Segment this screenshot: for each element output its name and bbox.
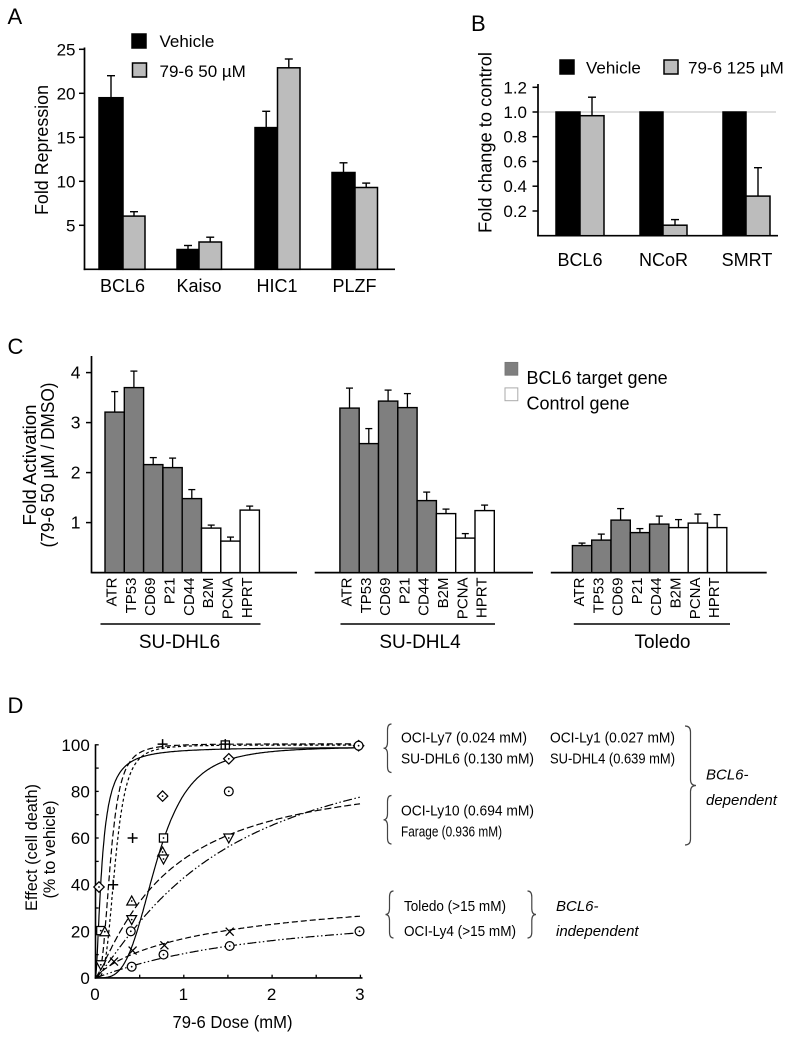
svg-text:4: 4 (71, 363, 81, 383)
svg-text:BCL6-: BCL6- (556, 898, 599, 915)
svg-text:Fold Activation: Fold Activation (20, 405, 40, 526)
svg-text:dependent: dependent (706, 792, 778, 809)
svg-text:B2M: B2M (668, 578, 685, 609)
svg-text:B2M: B2M (435, 578, 452, 609)
svg-text:40: 40 (71, 876, 90, 895)
svg-text:3: 3 (355, 985, 364, 1004)
svg-text:1: 1 (179, 985, 188, 1004)
svg-text:80: 80 (71, 782, 90, 801)
svg-text:0.6: 0.6 (503, 153, 527, 172)
svg-text:TP53: TP53 (358, 578, 375, 614)
svg-text:SU-DHL4 (0.639 mM): SU-DHL4 (0.639 mM) (550, 752, 675, 768)
svg-text:B: B (471, 11, 486, 36)
svg-text:TP53: TP53 (590, 578, 607, 614)
svg-text:Vehicle: Vehicle (160, 32, 215, 51)
svg-text:Toledo: Toledo (635, 632, 691, 653)
svg-text:OCI-Ly4 (>15 mM): OCI-Ly4 (>15 mM) (404, 924, 516, 940)
svg-text:C: C (8, 334, 24, 359)
svg-text:PCNA: PCNA (220, 578, 237, 620)
svg-text:2: 2 (267, 985, 276, 1004)
svg-text:PCNA: PCNA (454, 578, 471, 620)
svg-text:Vehicle: Vehicle (586, 59, 641, 78)
svg-text:HPRT: HPRT (706, 578, 723, 619)
svg-text:1.2: 1.2 (503, 78, 527, 97)
svg-text:20: 20 (57, 84, 76, 103)
svg-text:SU-DHL4: SU-DHL4 (379, 632, 461, 653)
svg-text:P21: P21 (629, 578, 646, 605)
svg-text:CD69: CD69 (142, 578, 159, 616)
svg-text:independent: independent (556, 923, 639, 940)
svg-text:B2M: B2M (200, 578, 217, 609)
svg-text:Fold Repression: Fold Repression (32, 85, 52, 215)
svg-text:25: 25 (57, 40, 76, 59)
svg-text:ATR: ATR (104, 577, 121, 606)
svg-text:Farage (0.936 mM): Farage (0.936 mM) (401, 825, 502, 841)
svg-text:P21: P21 (396, 578, 413, 605)
svg-text:A: A (8, 4, 23, 29)
svg-text:BCL6-: BCL6- (706, 767, 749, 784)
svg-text:P21: P21 (162, 578, 179, 605)
svg-text:15: 15 (57, 128, 76, 147)
svg-text:OCI-Ly10 (0.694 mM): OCI-Ly10 (0.694 mM) (401, 804, 534, 820)
svg-text:1.0: 1.0 (503, 103, 527, 122)
svg-text:79-6 Dose (mM): 79-6 Dose (mM) (173, 1012, 293, 1032)
svg-text:CD44: CD44 (181, 578, 198, 616)
svg-text:1: 1 (71, 513, 81, 533)
svg-text:Toledo (>15 mM): Toledo (>15 mM) (404, 899, 506, 915)
svg-text:0.8: 0.8 (503, 128, 527, 147)
svg-text:Control gene: Control gene (527, 393, 630, 413)
svg-text:SU-DHL6 (0.130 mM): SU-DHL6 (0.130 mM) (401, 752, 534, 768)
svg-text:SU-DHL6: SU-DHL6 (139, 632, 220, 653)
svg-text:CD69: CD69 (377, 578, 394, 616)
svg-text:SMRT: SMRT (722, 250, 773, 270)
svg-text:(79-6 50 µM / DMSO): (79-6 50 µM / DMSO) (38, 383, 58, 548)
svg-text:PCNA: PCNA (687, 578, 704, 620)
svg-text:BCL6: BCL6 (100, 276, 145, 296)
svg-text:0.4: 0.4 (503, 177, 527, 196)
svg-text:Fold change to control: Fold change to control (476, 52, 496, 233)
svg-text:ATR: ATR (571, 577, 588, 606)
svg-text:60: 60 (71, 829, 90, 848)
svg-text:CD44: CD44 (416, 578, 433, 616)
svg-text:Effect (cell death): Effect (cell death) (22, 784, 41, 911)
svg-text:HPRT: HPRT (239, 578, 256, 619)
svg-text:D: D (8, 693, 24, 718)
svg-text:79-6 50 µM: 79-6 50 µM (160, 62, 246, 81)
svg-text:0.2: 0.2 (503, 202, 527, 221)
svg-text:PLZF: PLZF (332, 276, 376, 296)
svg-text:79-6 125 µM: 79-6 125 µM (688, 59, 784, 78)
svg-text:CD69: CD69 (610, 578, 627, 616)
svg-text:5: 5 (66, 216, 75, 235)
svg-text:HIC1: HIC1 (256, 276, 297, 296)
svg-text:NCoR: NCoR (639, 250, 688, 270)
svg-text:2: 2 (71, 463, 81, 483)
svg-text:0: 0 (90, 985, 99, 1004)
svg-text:10: 10 (57, 172, 76, 191)
svg-text:Kaiso: Kaiso (176, 276, 221, 296)
svg-text:HPRT: HPRT (474, 578, 491, 619)
svg-text:BCL6: BCL6 (557, 250, 602, 270)
svg-text:BCL6 target gene: BCL6 target gene (527, 368, 668, 388)
svg-text:OCI-Ly7 (0.024 mM): OCI-Ly7 (0.024 mM) (401, 731, 527, 747)
svg-text:ATR: ATR (339, 577, 356, 606)
svg-text:TP53: TP53 (123, 578, 140, 614)
svg-text:100: 100 (61, 736, 89, 755)
svg-text:0: 0 (80, 969, 89, 988)
svg-text:3: 3 (71, 413, 81, 433)
svg-text:20: 20 (71, 922, 90, 941)
svg-text:CD44: CD44 (648, 578, 665, 616)
svg-text:(% to vehicle): (% to vehicle) (40, 801, 59, 899)
svg-text:OCI-Ly1 (0.027 mM): OCI-Ly1 (0.027 mM) (550, 731, 675, 747)
